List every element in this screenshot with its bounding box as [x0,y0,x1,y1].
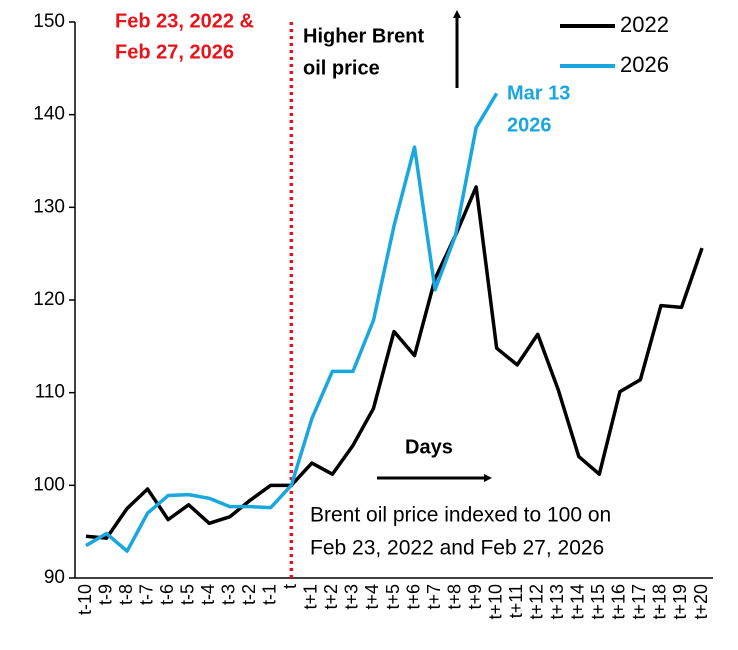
x-tick-label: t+16 [609,584,629,620]
x-tick-label: t-4 [198,584,218,605]
x-tick-label: t+2 [321,584,341,610]
x-tick-label: t+17 [629,584,649,620]
x-tick-label: t+6 [403,584,423,610]
x-tick-label: t+13 [547,584,567,620]
x-tick-label: t+7 [424,584,444,610]
x-tick-label: t+10 [485,584,505,620]
x-tick-label: t+15 [588,584,608,620]
x-tick-label: t-3 [218,584,238,605]
x-tick-label: t-8 [116,584,136,605]
x-tick-label: t-7 [136,584,156,605]
x-tick-label: t [280,584,300,589]
legend-label: 2026 [620,52,669,77]
x-tick-label: t+19 [670,584,690,620]
days-label: Days [405,436,453,458]
x-tick-label: t-10 [75,584,95,615]
y-tick-label: 150 [33,11,65,32]
latest-label: Mar 13 [507,82,570,104]
higher-label: Higher Brent [303,25,424,47]
series-line [85,185,704,540]
higher-label: oil price [303,57,380,79]
x-tick-label: t-5 [177,584,197,605]
y-tick-label: 100 [33,474,65,495]
series-line [85,92,499,553]
event-label: Feb 27, 2026 [115,41,234,63]
note-label: Feb 23, 2022 and Feb 27, 2026 [310,537,604,560]
note-label: Brent oil price indexed to 100 on [310,504,611,527]
x-tick-label: t-9 [95,584,115,605]
x-tick-label: t-6 [157,584,177,605]
x-tick-label: t+1 [301,584,321,610]
x-tick-label: t-2 [239,584,259,605]
legend-label: 2022 [620,12,669,37]
y-tick-label: 130 [33,196,65,217]
x-tick-label: t+3 [342,584,362,610]
x-tick-label: t+20 [691,584,711,620]
y-tick-label: 110 [35,382,65,403]
x-tick-label: t+4 [362,584,382,610]
x-tick-label: t+8 [444,584,464,610]
y-tick-label: 90 [44,567,65,588]
x-tick-label: t+18 [650,584,670,620]
x-tick-label: t+9 [465,584,485,610]
x-tick-label: t-1 [260,584,280,605]
x-tick-label: t+11 [506,584,526,618]
x-tick-label: t+5 [383,584,403,610]
event-label: Feb 23, 2022 & [115,10,254,32]
x-tick-label: t+12 [526,584,546,620]
x-tick-label: t+14 [568,584,588,620]
y-tick-label: 120 [33,289,65,310]
latest-label: 2026 [507,114,552,136]
y-tick-label: 140 [33,104,65,125]
